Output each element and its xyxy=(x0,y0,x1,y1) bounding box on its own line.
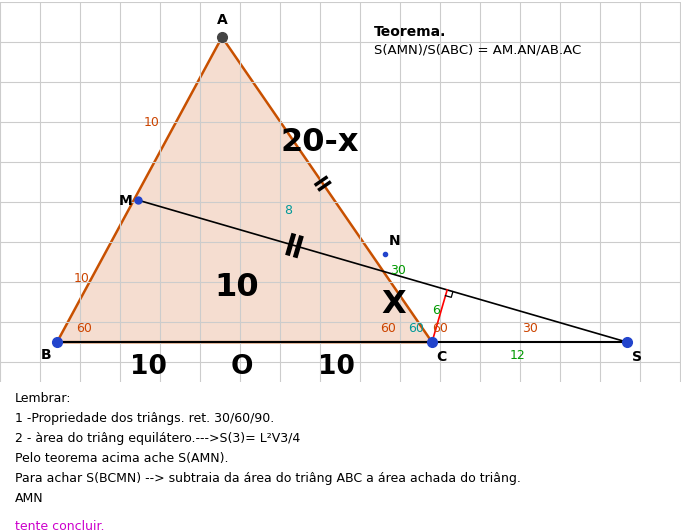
Text: N: N xyxy=(389,234,400,248)
Text: S: S xyxy=(632,350,642,364)
Text: A: A xyxy=(217,13,227,27)
Text: 30: 30 xyxy=(390,263,406,277)
Text: 60: 60 xyxy=(408,322,424,334)
Text: C: C xyxy=(436,350,446,364)
Text: 20-x: 20-x xyxy=(281,127,360,157)
Text: 8: 8 xyxy=(284,204,292,217)
Text: AMN: AMN xyxy=(15,492,44,505)
Text: 10: 10 xyxy=(144,116,160,129)
Text: B: B xyxy=(40,348,51,362)
Text: 2 - àrea do triâng equilátero.--->S(3)= L²V3/4: 2 - àrea do triâng equilátero.--->S(3)= … xyxy=(15,432,300,445)
Text: Lembrar:: Lembrar: xyxy=(15,392,72,405)
Text: Pelo teorema acima ache S(AMN).: Pelo teorema acima ache S(AMN). xyxy=(15,452,229,465)
Text: 10: 10 xyxy=(215,271,259,303)
Text: Teorema.: Teorema. xyxy=(374,25,446,39)
Text: O: O xyxy=(231,354,253,380)
Text: 60: 60 xyxy=(76,322,92,334)
Text: Para achar S(BCMN) --> subtraia da área do triâng ABC a área achada do triâng.: Para achar S(BCMN) --> subtraia da área … xyxy=(15,472,521,485)
Text: tente concluir.: tente concluir. xyxy=(15,520,104,530)
Polygon shape xyxy=(57,37,432,342)
Text: 10: 10 xyxy=(74,271,90,285)
Text: 60: 60 xyxy=(380,322,396,334)
Text: 12: 12 xyxy=(510,349,526,361)
Text: 10: 10 xyxy=(317,354,354,380)
Text: 30: 30 xyxy=(522,322,538,334)
Text: 1 -Propriedade dos triângs. ret. 30/60/90.: 1 -Propriedade dos triângs. ret. 30/60/9… xyxy=(15,412,274,425)
Text: 10: 10 xyxy=(129,354,166,380)
Text: S(AMN)/S(ABC) = AM.AN/AB.AC: S(AMN)/S(ABC) = AM.AN/AB.AC xyxy=(374,43,582,57)
Text: X: X xyxy=(381,289,407,320)
Text: 60: 60 xyxy=(432,322,448,334)
Text: 6: 6 xyxy=(432,304,440,316)
Text: M: M xyxy=(118,194,132,208)
